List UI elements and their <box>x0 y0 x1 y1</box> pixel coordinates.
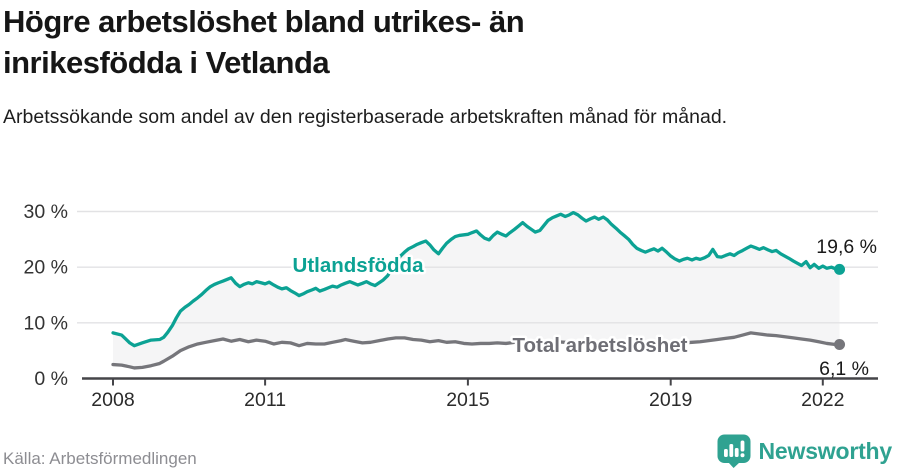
newsworthy-logo-icon <box>717 434 751 468</box>
end-value-label: 6,1 % <box>819 358 869 380</box>
source-note: Källa: Arbetsförmedlingen <box>3 449 197 468</box>
series-line-total <box>111 331 842 370</box>
y-tick-label: 10 % <box>24 312 68 334</box>
series-label: Utlandsfödda <box>293 254 425 277</box>
line-chart: 30 % 20 % 10 % 0 % 2008 2011 2015 2019 2022 Utlan… <box>24 201 878 411</box>
x-tick-label: 2019 <box>649 389 692 411</box>
newsworthy-wordmark: Newsworthy <box>758 437 893 464</box>
series-end-dot <box>834 263 846 275</box>
newsworthy-logo: Newsworthy <box>716 434 892 468</box>
series-end-dot <box>834 339 846 351</box>
series-label: Total arbetslöshet <box>512 334 687 357</box>
x-tick-label: 2011 <box>244 389 286 411</box>
x-tick-label: 2022 <box>801 389 844 411</box>
series-line-utlandsfodda <box>111 210 842 348</box>
x-tick-label: 2015 <box>446 389 490 411</box>
y-tick-label: 0 % <box>34 368 68 390</box>
end-value-label: 19,6 % <box>816 236 877 258</box>
x-tick-label: 2008 <box>91 389 134 411</box>
page-title: Högre arbetslöshet bland utrikes- än inri… <box>3 4 525 80</box>
y-tick-label: 20 % <box>24 257 68 279</box>
y-tick-label: 30 % <box>24 201 68 223</box>
chart-subtitle: Arbetssökande som andel av den registerb… <box>3 106 728 128</box>
